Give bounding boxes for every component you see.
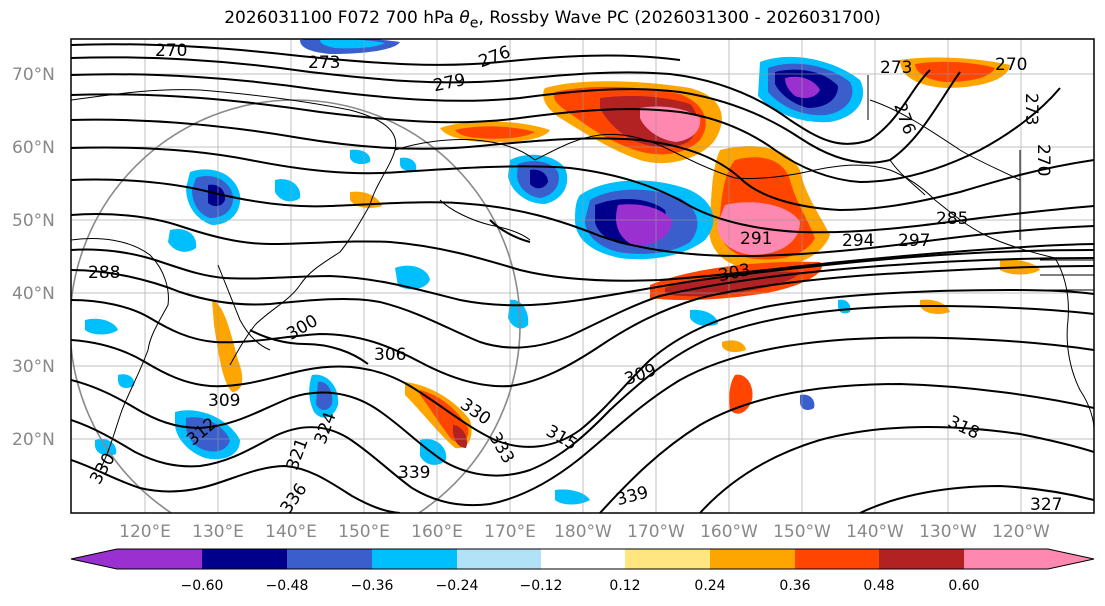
- colorbar-tick-label: −0.48: [266, 578, 309, 594]
- lon-label: 130°E: [192, 522, 244, 542]
- colorbar-segment: [879, 549, 964, 569]
- contour-label: 288: [88, 263, 120, 283]
- plot-title: 2026031100 F072 700 hPa θe, Rossby Wave …: [224, 8, 881, 32]
- colorbar-tick-label: 0.12: [609, 578, 640, 594]
- lon-label: 120°E: [119, 522, 171, 542]
- latitude-labels: 70°N 60°N 50°N 40°N 30°N 20°N: [12, 65, 55, 450]
- colorbar-tick-label: −0.60: [181, 578, 224, 594]
- lon-label: 170°E: [484, 522, 536, 542]
- lon-label: 160°E: [411, 522, 463, 542]
- map-frame: [70, 38, 1095, 514]
- contour-label: 273: [308, 53, 340, 73]
- lon-label: 170°W: [627, 522, 685, 542]
- positive-anomaly-japan: [212, 300, 243, 392]
- colorbar-segment: [625, 549, 710, 569]
- lon-label: 120°W: [992, 522, 1050, 542]
- colorbar-tick-label: −0.12: [520, 578, 563, 594]
- colorbar-segment: [795, 549, 879, 569]
- colorbar-tick-label: 0.24: [694, 578, 725, 594]
- colorbar-segment: [541, 549, 625, 569]
- contour-label: 270: [1033, 144, 1053, 176]
- lon-label: 150°W: [773, 522, 831, 542]
- colorbar-segment: [117, 549, 202, 569]
- contour-label: 297: [898, 231, 930, 251]
- contour-label: 309: [208, 391, 240, 411]
- lat-label: 60°N: [12, 138, 55, 158]
- colorbar-tick-label: −0.36: [351, 578, 394, 594]
- lat-label: 30°N: [12, 357, 55, 377]
- colorbar-tick-label: 0.48: [863, 578, 894, 594]
- lat-label: 20°N: [12, 430, 55, 450]
- lat-label: 50°N: [12, 211, 55, 231]
- colorbar-segment: [202, 549, 287, 569]
- colorbar-segment: [710, 549, 795, 569]
- contour-label: 273: [880, 58, 912, 78]
- lon-label: 160°W: [700, 522, 758, 542]
- colorbar-tick-label: 0.36: [779, 578, 810, 594]
- lon-label: 140°W: [846, 522, 904, 542]
- colorbar-extend-low: [71, 549, 117, 569]
- contour-label: 327: [1030, 495, 1062, 515]
- colorbar-tick-label: −0.24: [436, 578, 479, 594]
- contour-label: 285: [936, 209, 968, 229]
- contour-label: 294: [842, 231, 874, 251]
- theta-e-contours: [71, 43, 1094, 513]
- lon-label: 150°E: [338, 522, 390, 542]
- colorbar-segment: [287, 549, 372, 569]
- lat-label: 40°N: [12, 284, 55, 304]
- colorbar-extend-high: [1048, 549, 1094, 569]
- colorbar-segment: [964, 549, 1048, 569]
- contour-label: 270: [155, 41, 187, 61]
- lat-label: 70°N: [12, 65, 55, 85]
- contour-label: 291: [740, 229, 772, 249]
- contour-label: 270: [995, 55, 1027, 75]
- contour-label: 306: [374, 345, 406, 365]
- contour-label: 273: [1021, 93, 1041, 125]
- longitude-labels: 120°E 130°E 140°E 150°E 160°E 170°E 180°…: [119, 522, 1050, 542]
- colorbar: −0.60 −0.48 −0.36 −0.24 −0.12 0.12 0.24 …: [70, 548, 1095, 594]
- lon-label: 180°W: [554, 522, 612, 542]
- lon-label: 140°E: [265, 522, 317, 542]
- contour-label: 339: [398, 463, 430, 483]
- lon-label: 130°W: [919, 522, 977, 542]
- colorbar-tick-label: 0.60: [948, 578, 979, 594]
- colorbar-segment: [457, 549, 541, 569]
- range-ring: [71, 99, 521, 513]
- colorbar-segment: [372, 549, 457, 569]
